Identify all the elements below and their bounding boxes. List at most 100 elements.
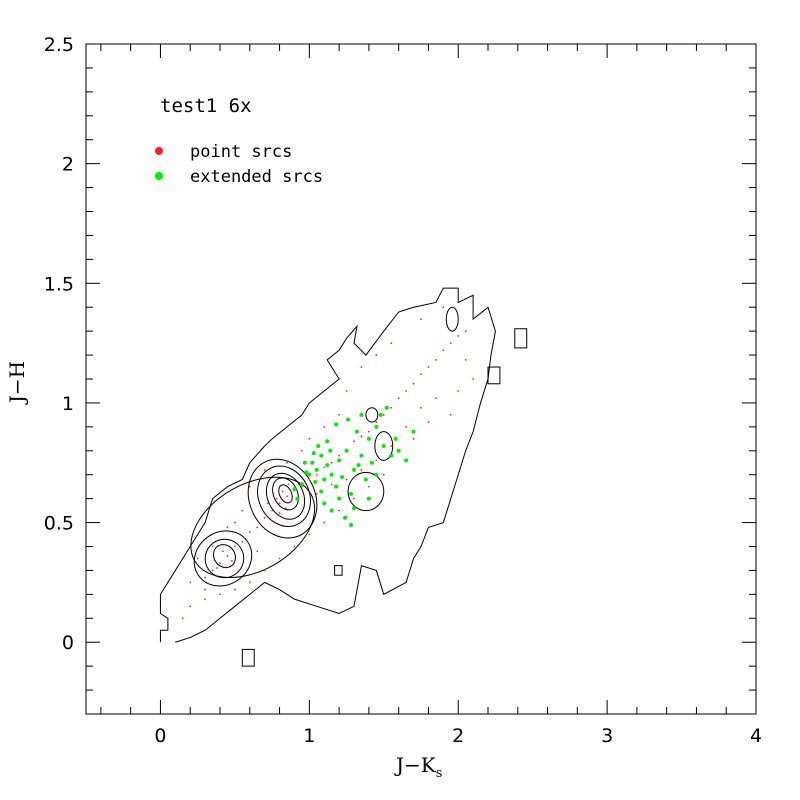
- legend-extended-marker: [155, 172, 163, 180]
- extended-src-marker: [292, 487, 297, 492]
- point-src-marker: [405, 425, 408, 428]
- extended-src-marker: [340, 475, 345, 480]
- x-tick-label: 3: [601, 725, 613, 747]
- point-src-marker: [397, 397, 400, 400]
- extended-src-marker: [319, 453, 324, 458]
- point-src-marker: [464, 358, 467, 361]
- point-src-marker: [263, 469, 266, 471]
- contour-ring: [265, 472, 306, 520]
- contour-ring: [374, 431, 394, 461]
- contour-ring: [278, 484, 293, 504]
- contour-island: [514, 328, 528, 349]
- point-src-marker: [442, 349, 445, 352]
- point-src-marker: [286, 461, 288, 464]
- point-src-marker: [189, 581, 192, 584]
- y-tick-labels: 0 0.5 1 1.5 2 2.5: [44, 34, 74, 654]
- legend: point srcs extended srcs: [155, 142, 323, 187]
- contour-island: [241, 648, 255, 667]
- extended-src-marker: [352, 506, 356, 511]
- point-src-marker: [390, 342, 393, 345]
- point-src-marker: [434, 358, 437, 361]
- extended-src-marker: [295, 496, 300, 501]
- contour-ring: [204, 538, 245, 579]
- extended-src-marker: [404, 458, 409, 463]
- point-src-marker: [442, 306, 445, 309]
- point-src-marker: [281, 490, 284, 493]
- extended-src-marker: [349, 522, 354, 527]
- point-src-marker: [360, 366, 363, 368]
- point-src-marker: [241, 509, 244, 512]
- x-tick-labels: 0 1 2 3 4: [154, 725, 762, 747]
- y-tick-label: 2.5: [44, 34, 74, 56]
- point-src-marker: [226, 526, 229, 529]
- point-src-marker: [472, 378, 475, 380]
- point-src-marker: [256, 526, 259, 529]
- contour-ring: [247, 458, 318, 539]
- point-src-marker: [300, 449, 303, 452]
- extended-src-marker: [359, 453, 364, 458]
- extended-src-marker: [389, 453, 394, 458]
- point-src-marker: [211, 569, 214, 572]
- point-src-marker: [271, 509, 274, 512]
- y-tick-label: 1.5: [44, 273, 74, 295]
- extended-src-marker: [384, 405, 389, 410]
- point-src-marker: [272, 492, 275, 495]
- point-src-marker: [353, 497, 355, 500]
- y-axis-label: J−H: [5, 361, 29, 405]
- point-src-marker: [181, 617, 184, 620]
- contour-ring: [193, 530, 253, 587]
- point-src-marker: [338, 454, 341, 457]
- extended-src-marker: [411, 429, 416, 434]
- point-src-marker: [457, 390, 460, 392]
- point-src-marker: [287, 483, 290, 486]
- point-src-marker: [293, 545, 296, 548]
- y-tick-label: 1: [62, 393, 74, 415]
- plot-frame: [85, 43, 757, 715]
- point-src-marker: [375, 421, 378, 423]
- extended-src-marker: [352, 467, 356, 472]
- point-src-marker: [353, 440, 355, 443]
- point-src-marker: [390, 445, 393, 447]
- contour-ring: [213, 544, 236, 569]
- x-tick-label: 0: [154, 725, 166, 747]
- point-src-marker: [308, 478, 311, 481]
- point-src-marker: [219, 562, 221, 565]
- extended-src-marker: [337, 496, 342, 501]
- point-src-marker: [390, 406, 393, 409]
- extended-src-marker: [346, 417, 351, 422]
- point-src-marker: [412, 382, 415, 385]
- y-tick-label: 0.5: [44, 513, 74, 535]
- extended-src-marker: [337, 458, 342, 463]
- extended-src-marker: [393, 436, 398, 441]
- point-src-marker: [420, 318, 422, 321]
- x-axis-label: J−Ks: [394, 753, 442, 781]
- point-src-marker: [219, 593, 221, 596]
- point-src-marker: [278, 512, 281, 514]
- point-src-marker: [266, 502, 269, 505]
- point-src-marker: [449, 342, 452, 345]
- point-src-marker: [278, 557, 281, 560]
- extended-src-marker: [374, 424, 379, 429]
- contour-island: [487, 366, 501, 385]
- y-tick-label: 2: [62, 154, 74, 176]
- y-tick-label: 0: [62, 632, 74, 654]
- point-src-marker: [284, 507, 287, 510]
- extended-src-marker: [343, 515, 348, 520]
- x-tick-label: 4: [750, 725, 762, 747]
- x-tick-label: 1: [303, 725, 315, 747]
- point-srcs-series: [181, 306, 475, 620]
- point-src-marker: [248, 531, 251, 534]
- extended-src-marker: [363, 477, 368, 482]
- extended-src-marker: [329, 508, 334, 513]
- point-src-marker: [308, 533, 311, 536]
- point-src-marker: [204, 598, 207, 601]
- contour-outer: [159, 287, 496, 643]
- extended-src-marker: [354, 429, 359, 434]
- point-src-marker: [412, 437, 415, 440]
- contour-island: [334, 565, 343, 576]
- point-src-marker: [204, 588, 207, 591]
- legend-point-label: point srcs: [190, 142, 292, 162]
- point-src-marker: [196, 557, 199, 560]
- point-src-marker: [233, 545, 236, 548]
- point-src-marker: [405, 390, 408, 392]
